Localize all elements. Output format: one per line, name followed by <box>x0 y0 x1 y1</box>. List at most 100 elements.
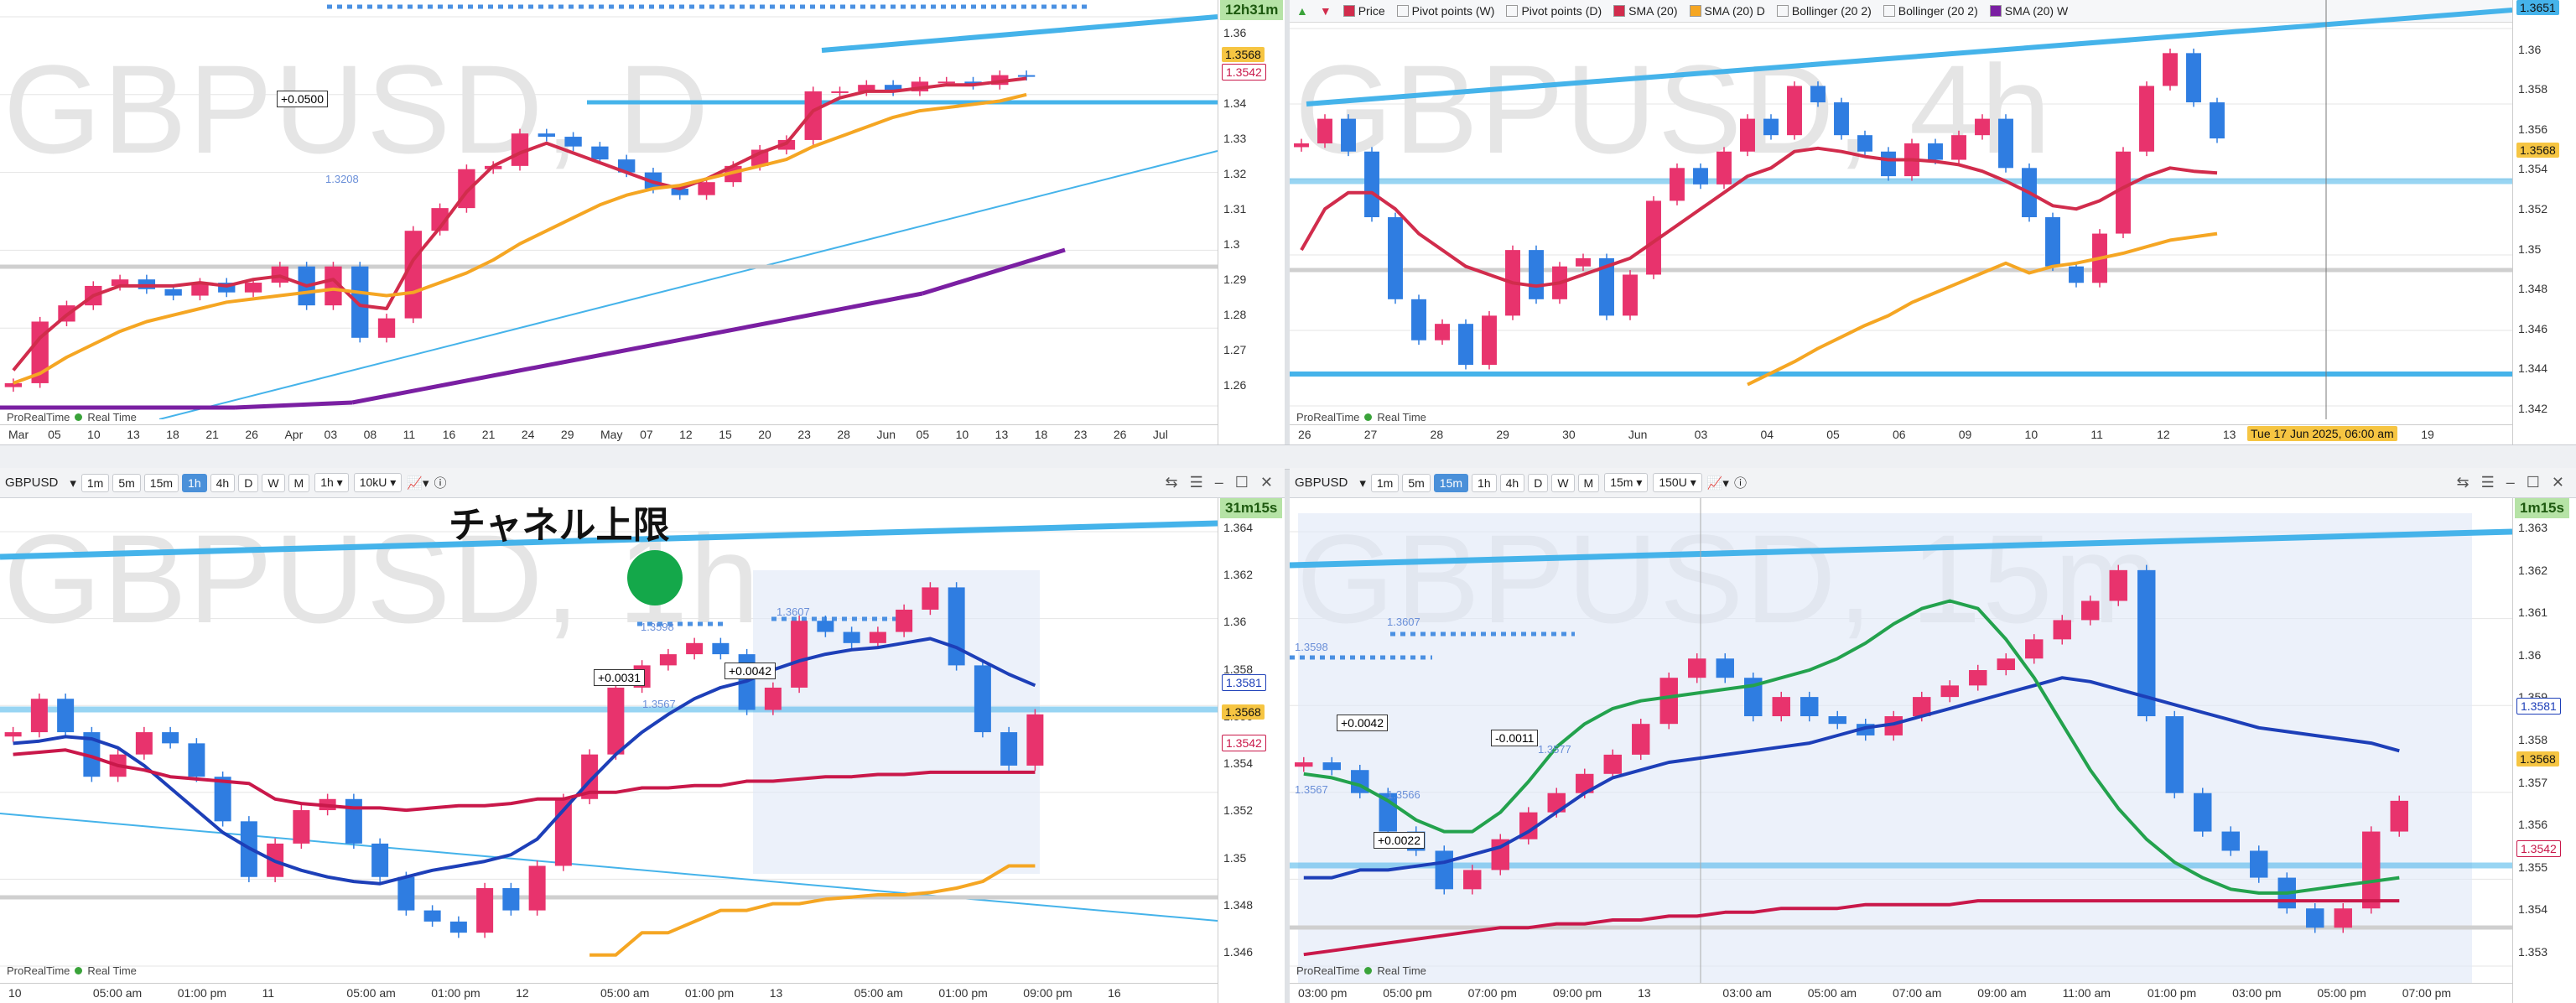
menu-icon[interactable]: ☰ <box>1189 474 1203 491</box>
candle-body <box>843 631 860 643</box>
sync-icon[interactable]: ⇆ <box>2456 474 2470 491</box>
x-tick-label: 03 <box>1694 428 1708 441</box>
timeframe-button-1h[interactable]: 1h <box>1472 473 1497 492</box>
maximize-icon[interactable]: ☐ <box>1234 474 1249 491</box>
panel-divider-vertical[interactable] <box>1285 0 1290 1003</box>
candle-body <box>1659 678 1678 725</box>
legend-pivot-w[interactable]: Pivot points (W) <box>1396 4 1494 18</box>
close-icon[interactable]: ✕ <box>1259 474 1273 491</box>
timeframe-button-1m[interactable]: 1m <box>80 473 110 492</box>
x-tick-label: 05:00 am <box>1807 986 1857 1000</box>
x-tick-label: 09:00 pm <box>1023 986 1072 1000</box>
y-tick-label: 1.361 <box>2518 605 2548 620</box>
timeframe-select[interactable]: 15m ▾ <box>1604 473 1649 492</box>
price-badge-sma-crimson: 1.3542 <box>2516 840 2561 857</box>
legend-sma-20-w[interactable]: SMA (20) W <box>1989 4 2068 18</box>
candle-body <box>2069 266 2084 283</box>
time-axis[interactable]: 10 05:00 am 01:00 pm 11 05:00 am 01:00 pm 12 05… <box>0 983 1218 1003</box>
price-axis[interactable]: 1.3621.361.3581.3561.3541.3521.351.3481.… <box>2512 0 2576 444</box>
x-tick-label: 01:00 pm <box>2147 986 2197 1000</box>
price-axis[interactable]: 31m15s 1.3641.3621.361.3581.3561.3541.35… <box>1218 498 1285 1003</box>
y-tick-label: 1.36 <box>2518 42 2542 56</box>
units-select[interactable]: 10kU ▾ <box>353 473 402 492</box>
y-tick-label: 1.31 <box>1223 202 1247 216</box>
candle-body <box>1913 697 1931 717</box>
legend-sma-20[interactable]: SMA (20) <box>1613 4 1678 18</box>
timeframe-button-5m[interactable]: 5m <box>112 473 141 492</box>
minimize-icon[interactable]: – <box>1214 474 1223 491</box>
units-select[interactable]: 150U ▾ <box>1653 473 1702 492</box>
y-tick-label: 1.354 <box>2518 162 2548 176</box>
legend-down-arrow-icon[interactable]: ▼ <box>1319 4 1332 18</box>
timeframe-button-4h[interactable]: 4h <box>210 473 236 492</box>
symbol-dropdown-icon[interactable]: ▾ <box>1359 476 1366 491</box>
legend-bollinger-2[interactable]: Bollinger (20 2) <box>1883 4 1978 18</box>
candle-body <box>1951 135 1966 160</box>
maximize-icon[interactable]: ☐ <box>2526 474 2540 491</box>
candle-body <box>1529 250 1544 299</box>
timeframe-button-D[interactable]: D <box>1528 473 1549 492</box>
timeframe-button-W[interactable]: W <box>1551 473 1575 492</box>
timeframe-button-M[interactable]: M <box>288 473 310 492</box>
minimize-icon[interactable]: – <box>2506 474 2515 491</box>
15m-chart-svg[interactable] <box>1290 498 2512 983</box>
timeframe-button-15m[interactable]: 15m <box>1433 473 1469 492</box>
symbol-selector[interactable]: GBPUSD <box>1295 476 1348 490</box>
daily-chart-svg[interactable] <box>0 0 1218 419</box>
sync-icon[interactable]: ⇆ <box>1165 474 1178 491</box>
x-tick-label: 12 <box>2157 428 2170 441</box>
candle-body <box>607 687 625 755</box>
1h-chart-svg[interactable] <box>0 498 1218 983</box>
legend-bollinger-1[interactable]: Bollinger (20 2) <box>1776 4 1872 18</box>
chart-type-icon[interactable]: 📈▾ <box>407 476 429 491</box>
4h-chart-svg[interactable] <box>1290 0 2512 419</box>
panel-divider-horizontal[interactable] <box>0 444 2576 470</box>
close-icon[interactable]: ✕ <box>2551 474 2564 491</box>
info-icon[interactable]: ⓘ <box>434 476 447 491</box>
price-badge-sma-navy: 1.3581 <box>2516 698 2561 715</box>
x-tick-label: 01:00 pm <box>177 986 227 1000</box>
green-marker-circle <box>627 550 683 605</box>
legend-up-arrow-icon[interactable]: ▲ <box>1296 4 1308 18</box>
session-highlight <box>1298 513 2472 983</box>
chart-type-icon[interactable]: 📈▾ <box>1706 476 1729 491</box>
legend-pivot-d[interactable]: Pivot points (D) <box>1506 4 1602 18</box>
price-axis[interactable]: 1m15s 1.3631.3621.3611.361.3591.3581.357… <box>2512 498 2576 1003</box>
x-tick-label: 03:00 pm <box>2232 986 2282 1000</box>
price-badge-sma: 1.3542 <box>1222 64 1266 81</box>
timeframe-button-M[interactable]: M <box>1577 473 1600 492</box>
price-axis[interactable]: 12h31m 1.361.351.341.331.321.311.31.291.… <box>1218 0 1285 444</box>
candle-body <box>1997 658 2015 671</box>
candle-body <box>1294 143 1309 148</box>
time-axis[interactable]: Mar 05 10 13 18 21 26 Apr 03 08 11 16 21 24 29 May 07 12 1… <box>0 424 1218 444</box>
y-tick-label: 1.348 <box>1223 897 1254 912</box>
timeframe-button-1m[interactable]: 1m <box>1370 473 1400 492</box>
candle-body <box>1969 670 1987 686</box>
candle-body <box>2221 831 2240 851</box>
candle-body <box>1670 168 1685 201</box>
price-difference-annotation-2: +0.0042 <box>724 663 776 679</box>
candle-body <box>1000 732 1018 766</box>
x-tick-label: 16 <box>1108 986 1121 1000</box>
timeframe-button-15m[interactable]: 15m <box>143 473 179 492</box>
timeframe-button-4h[interactable]: 4h <box>1499 473 1525 492</box>
candle-body <box>686 642 704 655</box>
candle-body <box>502 888 520 911</box>
symbol-dropdown-icon[interactable]: ▾ <box>70 476 76 491</box>
legend-sma-20-d[interactable]: SMA (20) D <box>1689 4 1765 18</box>
menu-icon[interactable]: ☰ <box>2480 474 2495 491</box>
weekly-sma-line <box>351 291 923 405</box>
time-axis[interactable]: 03:00 pm 05:00 pm 07:00 pm 09:00 pm 13 03:00 … <box>1290 983 2512 1003</box>
timeframe-select[interactable]: 1h ▾ <box>314 473 349 492</box>
timeframe-button-D[interactable]: D <box>238 473 259 492</box>
timeframe-button-W[interactable]: W <box>262 473 285 492</box>
x-tick-label: 07 <box>640 428 653 441</box>
timeframe-button-1h[interactable]: 1h <box>182 473 207 492</box>
legend-price[interactable]: Price <box>1343 4 1385 18</box>
info-icon[interactable]: ⓘ <box>1733 476 1747 491</box>
candle-body <box>2137 569 2156 717</box>
symbol-selector[interactable]: GBPUSD <box>5 476 59 490</box>
candle-body <box>1834 102 1849 136</box>
timeframe-button-5m[interactable]: 5m <box>1402 473 1431 492</box>
footer-realtime-label: Real Time <box>87 411 137 424</box>
